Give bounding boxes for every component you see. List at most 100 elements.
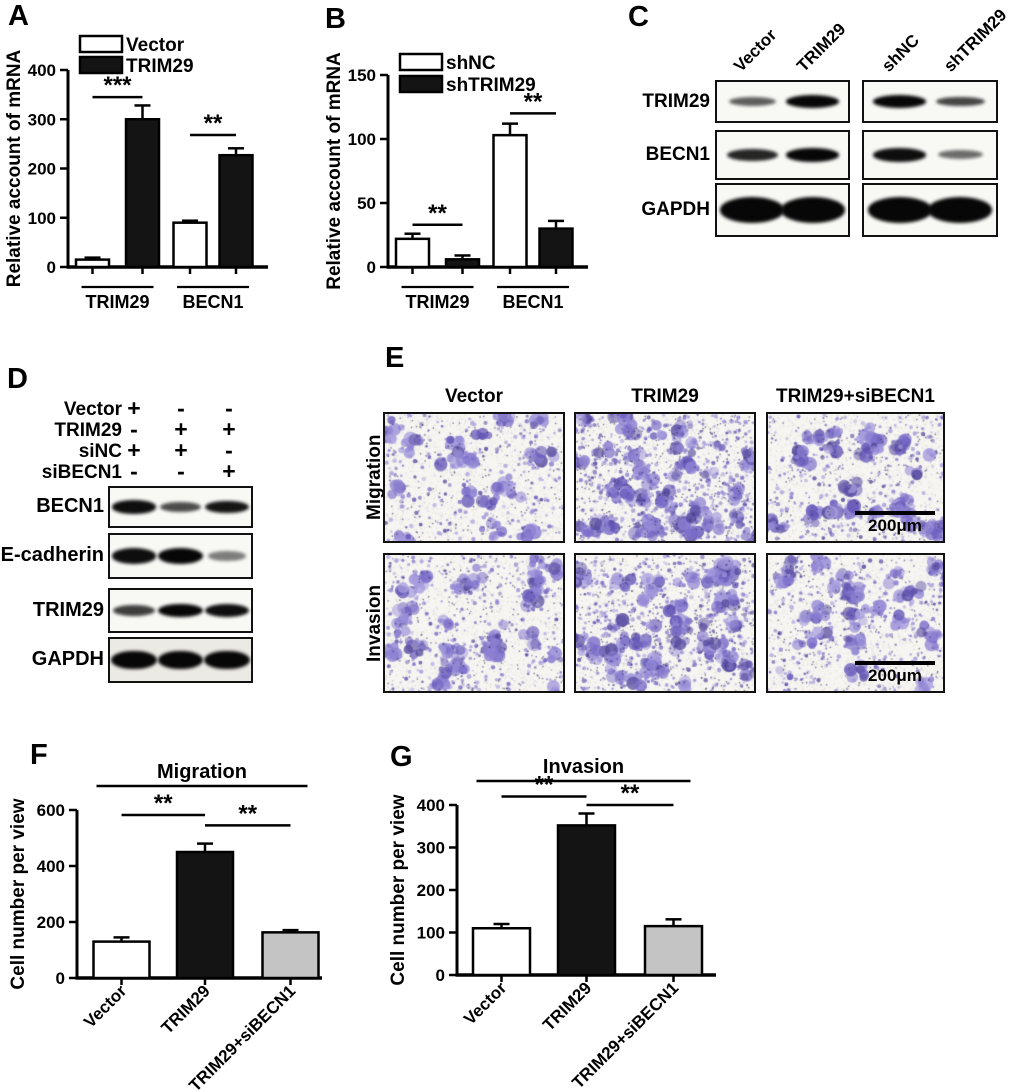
panel-c-label: C [628, 1, 649, 33]
blot-band [937, 150, 983, 160]
condition-sign: + [174, 416, 188, 442]
blot-band [160, 501, 201, 513]
lane-label: shTRIM29 [940, 5, 1011, 76]
condition-sign: - [130, 458, 138, 484]
legend-swatch [398, 52, 444, 72]
legend-label: shNC [446, 53, 496, 74]
panel-c: C TRIM29 BECN1 GAPDH Vector TRIM29 shNC shTRIM… [622, 0, 1020, 265]
scale-bar-label: 200μm [868, 516, 922, 535]
y-axis-label: Cell number per view [8, 798, 29, 989]
y-axis-label: Cell number per view [388, 794, 409, 985]
y-axis-label: Relative account of mRNA [324, 52, 345, 290]
bar-chart-mrna-knockdown: Relative account of mRNA 0 50 100 150 TRIM29 B… [324, 52, 588, 312]
lane-label: Vector [730, 25, 781, 76]
bar [175, 850, 235, 980]
x-category-label: TRIM29 [539, 978, 595, 1034]
blot-band [936, 96, 985, 107]
panel-g-label: G [390, 741, 413, 773]
y-tick-label: 0 [436, 966, 445, 985]
blot-box [108, 533, 253, 579]
sig-stars: ** [154, 790, 173, 817]
sig-stars: ** [535, 772, 554, 799]
blot-box [715, 130, 850, 180]
lane-label: shNC [877, 30, 923, 76]
legend-label: shTRIM29 [446, 75, 536, 96]
blot-box [108, 637, 253, 683]
condition-sign: + [222, 416, 236, 442]
bar [92, 940, 151, 980]
column-header: Vector [444, 386, 504, 407]
blot-band [785, 148, 840, 162]
stained-cells-canvas [576, 414, 754, 541]
y-tick-label: 300 [28, 110, 56, 129]
blot-band [780, 197, 845, 223]
panel-a-label: A [8, 0, 29, 32]
condition-name: TRIM29 [54, 420, 122, 441]
condition-sign: - [225, 395, 233, 421]
bar-chart-invasion: Invasion Cell number per view 0 100 200 300 40… [388, 756, 716, 1092]
blot-band [872, 95, 927, 108]
x-category-label: TRIM29 [158, 981, 214, 1037]
chart-title: Invasion [543, 756, 624, 778]
blot-box [715, 80, 850, 123]
x-category-label: Vector [460, 978, 510, 1028]
y-tick-label: 0 [367, 258, 376, 277]
transwell-image [574, 553, 756, 693]
condition-sign: - [225, 437, 233, 463]
legend-swatch [78, 34, 124, 54]
scale-bar-label: 200μm [868, 666, 922, 685]
sig-stars: ** [621, 780, 640, 807]
bar-chart-migration: Migration Cell number per view 0 200 400 600 V… [8, 761, 322, 1092]
bar [394, 237, 431, 269]
y-tick-label: 0 [56, 969, 65, 988]
transwell-image: 200μm [766, 412, 945, 543]
blot-band [111, 500, 157, 514]
panel-f-label: F [30, 739, 48, 771]
scale-bar: 200μm [855, 511, 935, 536]
blot-box [108, 588, 253, 633]
y-tick-label: 200 [37, 913, 65, 932]
condition-name: siNC [78, 441, 122, 462]
scale-bar-line [855, 511, 935, 515]
condition-name: Vector [63, 399, 122, 420]
stained-cells-canvas [768, 555, 943, 691]
condition-sign: + [222, 458, 236, 484]
y-tick-label: 400 [417, 796, 445, 815]
blot-band [157, 603, 204, 618]
stained-cells-canvas [768, 414, 943, 541]
bar [74, 258, 111, 269]
blot-band [157, 650, 204, 670]
blot-band [928, 197, 993, 223]
condition-sign: - [177, 458, 185, 484]
y-tick-label: 600 [37, 801, 65, 820]
blot-band [111, 548, 157, 564]
bar [261, 931, 320, 980]
bar [492, 133, 528, 269]
blot-band [204, 650, 250, 670]
panel-d: D Vector + - - TRIM29- + + siNC + + - siBECN1- - + BEC… [0, 340, 380, 735]
transwell-image [383, 553, 565, 693]
panel-d-label: D [7, 363, 28, 395]
panel-e-label: E [385, 342, 405, 374]
y-tick-label: 200 [417, 881, 445, 900]
blot-box [108, 486, 253, 528]
condition-sign: + [174, 437, 188, 463]
y-tick-label: 300 [417, 839, 445, 858]
chart-title: Migration [157, 761, 247, 783]
transwell-image: 200μm [766, 553, 945, 693]
legend-swatch [78, 55, 124, 75]
x-category-label: BECN1 [502, 292, 563, 312]
blot-box [862, 130, 998, 180]
condition-sign: + [127, 437, 141, 463]
blot-band [873, 148, 927, 162]
transwell-image [574, 412, 756, 543]
blot-box [715, 183, 850, 237]
condition-name: siBECN1 [41, 462, 122, 483]
sig-stars: ** [428, 200, 447, 227]
bar [556, 824, 617, 977]
panel-b: B Relative account of mRNA 0 50 100 150 TRIM2… [320, 0, 640, 340]
blot-band [720, 197, 785, 223]
condition-sign: + [127, 395, 141, 421]
scale-bar: 200μm [855, 661, 935, 686]
x-category-label: TRIM29 [85, 292, 149, 312]
